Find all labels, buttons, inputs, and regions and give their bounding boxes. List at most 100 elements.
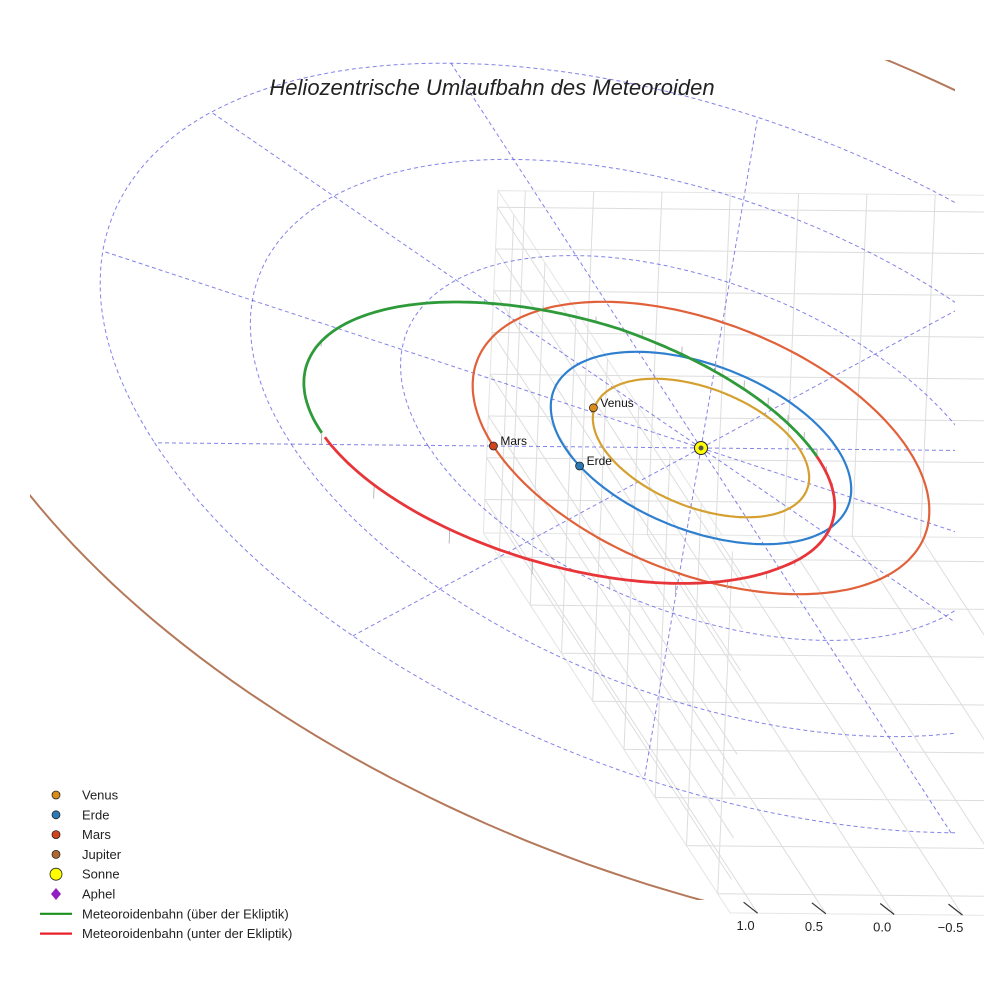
legend-entry: Sonne (49, 867, 120, 882)
legend: Venus Erde Mars Jupiter Sonne Aphel Meteoroide… (40, 788, 292, 941)
orbit-layer (30, 60, 955, 900)
gridline-y-floor (686, 845, 984, 849)
legend-entry: Meteoroidenbahn (über der Ekliptik) (40, 906, 289, 921)
orbit-jupiter (30, 60, 955, 900)
gridline-x-wall (851, 194, 868, 537)
x-tick-mark (879, 903, 895, 915)
gridline-y-floor (561, 652, 984, 658)
reference-circle (99, 62, 955, 834)
gridline-z-wall-yz (486, 457, 734, 839)
reference-spoke (700, 447, 955, 623)
sun-center (698, 445, 704, 451)
legend-label: Venus (82, 788, 119, 803)
chart-title: Heliozentrische Umlaufbahn des Meteoroid… (269, 75, 714, 100)
gridline-x-floor (715, 534, 963, 916)
gridline-x-floor (851, 536, 984, 741)
legend-diamond-icon (51, 888, 61, 900)
gridline-y-wall (654, 455, 671, 798)
planet-erde (575, 461, 584, 471)
gridline-y-wall (623, 406, 640, 750)
gridline-y-floor (592, 700, 984, 706)
legend-dot-icon (51, 790, 61, 800)
pane-floor (482, 532, 984, 916)
reference-spoke (700, 447, 955, 451)
legend-sun-icon (49, 867, 63, 881)
legend-dot-icon (51, 850, 61, 859)
legend-label: Aphel (82, 887, 115, 902)
gridline-z-wall-xz (497, 206, 984, 213)
orbit-mars (471, 300, 931, 596)
drop-line (609, 577, 611, 590)
planet-mars (488, 441, 498, 451)
x-tick-mark (743, 901, 758, 914)
legend-entry: Aphel (51, 887, 115, 902)
x-tick-mark (811, 902, 827, 915)
gridline-y-floor (498, 556, 984, 563)
drop-line (448, 529, 451, 544)
legend-entry: Mars (51, 827, 111, 842)
legend-entry: Erde (51, 807, 109, 822)
gridline-z-wall-xz (495, 248, 984, 255)
x-tick-label: 1.0 (737, 918, 755, 933)
gridline-x-floor (510, 532, 759, 914)
gridline-y-floor (717, 893, 984, 897)
gridline-z-wall-xz (486, 457, 984, 464)
planet-label-erde: Erde (587, 454, 613, 468)
orbit-venus (591, 377, 811, 519)
grid-lines (484, 190, 984, 916)
orbit-erde (549, 350, 853, 546)
gridline-z-wall-xz (484, 499, 984, 505)
legend-label: Jupiter (82, 847, 122, 862)
gridline-y-wall (717, 551, 733, 894)
gridline-y-floor (530, 604, 984, 610)
legend-entry: Venus (51, 788, 119, 803)
legend-label: Meteoroidenbahn (über der Ekliptik) (82, 906, 289, 921)
reference-spoke (352, 447, 702, 637)
meteoroid-orbit-below (323, 436, 837, 585)
gridline-z-wall-yz (493, 290, 742, 672)
gridline-z-wall-xz (490, 373, 984, 380)
legend-entry: Meteoroidenbahn (unter der Ekliptik) (40, 926, 292, 941)
planet-label-venus: Venus (600, 396, 633, 410)
axis-ticks: −3.0−2.5−2.0−1.5−1.0−0.50.00.51.0−0.50.0… (737, 901, 964, 935)
gridline-x-wall (578, 191, 595, 534)
gridline-z-wall-yz (491, 332, 740, 713)
reference-circle (400, 255, 955, 641)
gridline-y-wall (529, 262, 546, 606)
x-tick-mark (948, 903, 963, 916)
x-tick-label: 0.5 (805, 919, 823, 934)
x-tick-label: −0.5 (938, 920, 964, 935)
gridline-z-wall-xz (491, 332, 984, 338)
gridline-z-wall-xz (488, 415, 984, 422)
legend-entry: Jupiter (51, 847, 122, 862)
gridline-z-wall-yz (484, 499, 733, 880)
gridline-x-floor (578, 533, 827, 915)
gridline-y-floor (655, 797, 984, 802)
legend-label: Sonne (82, 867, 120, 882)
gridline-x-floor (783, 535, 984, 845)
planet-label-mars: Mars (500, 434, 527, 448)
legend-dot-icon (51, 810, 61, 820)
gridline-y-floor (623, 748, 984, 754)
legend-label: Mars (82, 827, 111, 842)
gridline-z-wall-yz (496, 207, 745, 588)
reference-spoke (154, 442, 702, 449)
gridline-z-wall-yz (487, 415, 736, 797)
x-tick-label: 0.0 (873, 920, 891, 935)
gridline-x-wall (715, 192, 731, 536)
marker-layer: Venus Erde Mars (488, 396, 708, 471)
gridline-z-wall-yz (489, 374, 738, 755)
planet-venus (589, 403, 598, 413)
reference-spoke (700, 310, 955, 449)
gridline-y-wall (686, 503, 702, 846)
drop-line (320, 432, 323, 445)
gridline-x-wall (783, 193, 800, 536)
legend-label: Erde (82, 807, 109, 822)
legend-dot-icon (51, 830, 61, 839)
meteoroid-orbit-above (302, 300, 818, 458)
gridline-x-floor (920, 536, 984, 636)
drop-line (674, 583, 677, 594)
legend-label: Meteoroidenbahn (unter der Ekliptik) (82, 926, 292, 941)
gridline-x-wall (510, 190, 526, 534)
drop-line (531, 560, 533, 575)
